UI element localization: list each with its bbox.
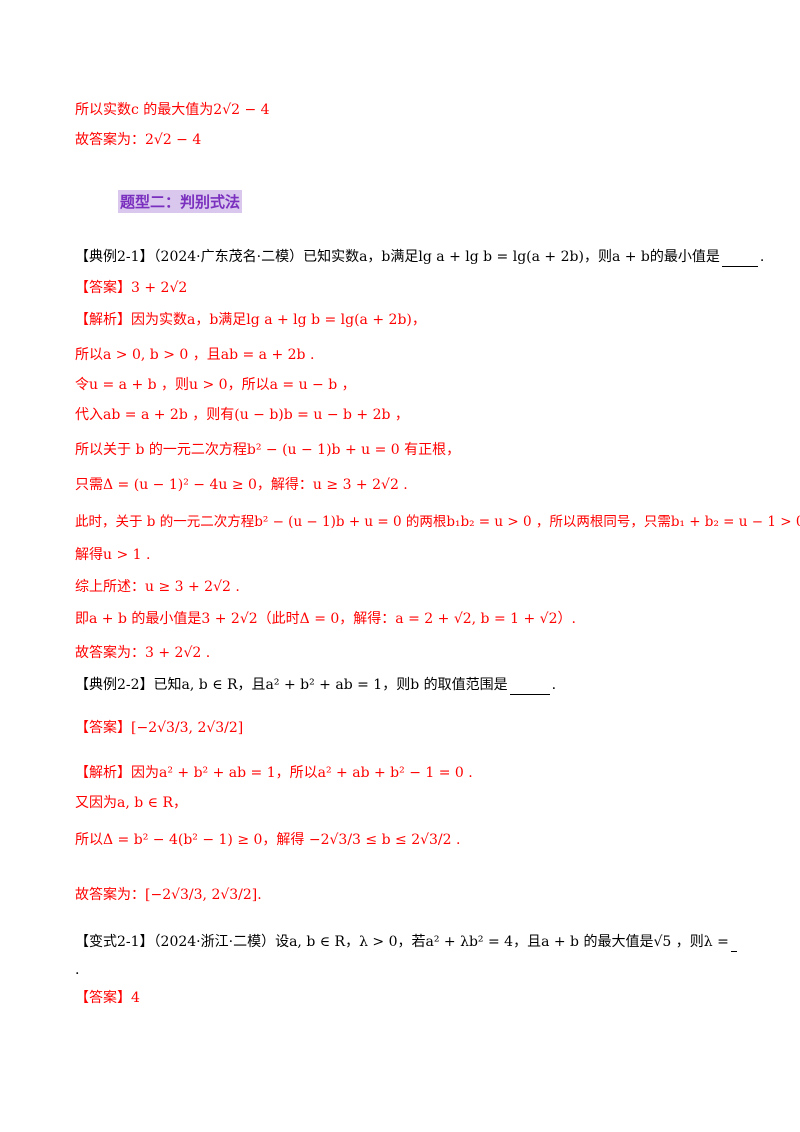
text-line-21: 故答案为：[−2√3/3, 2√3/2]. xyxy=(75,887,262,903)
text-line-10: 只需Δ = (u − 1)² − 4u ≥ 0，解得：u ≥ 3 + 2√2 . xyxy=(75,477,408,493)
example-2-1-text: 【典例2-1】（2024·广东茂名·二模）已知实数a，b满足lg a + lg … xyxy=(75,249,720,265)
text-line-9: 所以关于 b 的一元二次方程b² − (u − 1)b + u = 0 有正根， xyxy=(75,442,461,458)
text-line-24: 【答案】4 xyxy=(75,990,140,1006)
text-line-11: 此时，关于 b 的一元二次方程b² − (u − 1)b + u = 0 的两根… xyxy=(75,514,800,530)
variant-2-1-text: 【变式2-1】（2024·浙江·二模）设a, b ∈ R，λ > 0，若a² +… xyxy=(75,934,729,950)
example-2-1-question: 【典例2-1】（2024·广东茂名·二模）已知实数a，b满足lg a + lg … xyxy=(75,249,765,267)
answer-blank xyxy=(721,266,758,267)
section-heading: 题型二：判别式法 xyxy=(118,190,243,213)
text-line-14: 即a + b 的最小值是3 + 2√2（此时Δ = 0，解得：a = 2 + √… xyxy=(75,611,576,627)
text-line-4: 【答案】3 + 2√2 xyxy=(75,280,188,296)
text-line-5: 【解析】因为实数a，b满足lg a + lg b = lg(a + 2b)， xyxy=(75,312,426,328)
text-line-20: 所以Δ = b² − 4(b² − 1) ≥ 0，解得 −2√3/3 ≤ b ≤… xyxy=(75,832,461,848)
text-line-17: 【答案】[−2√3/3, 2√3/2] xyxy=(75,720,244,736)
text-line-8: 代入ab = a + 2b ，则有(u − b)b = u − b + 2b ， xyxy=(75,407,409,423)
text-line-18: 【解析】因为a² + b² + ab = 1，所以a² + ab + b² − … xyxy=(75,765,473,781)
text-line-2: 故答案为：2√2 − 4 xyxy=(75,132,202,148)
text-line-6: 所以a > 0, b > 0 ，且ab = a + 2b . xyxy=(75,347,315,363)
answer-blank xyxy=(509,694,550,695)
example-2-2-question: 【典例2-2】已知a, b ∈ R，且a² + b² + ab = 1，则b 的… xyxy=(75,677,557,695)
answer-blank xyxy=(730,951,737,952)
text-line-23: . xyxy=(75,962,80,978)
text-line-15: 故答案为：3 + 2√2 . xyxy=(75,645,211,661)
text-line-19: 又因为a, b ∈ R， xyxy=(75,795,188,811)
variant-2-1-question: 【变式2-1】（2024·浙江·二模）设a, b ∈ R，λ > 0，若a² +… xyxy=(75,932,739,952)
text-line-13: 综上所述：u ≥ 3 + 2√2 . xyxy=(75,579,240,595)
text-line-12: 解得u > 1 . xyxy=(75,547,151,563)
text-line-7: 令u = a + b ，则u > 0，所以a = u − b ， xyxy=(75,377,356,393)
example-2-2-text: 【典例2-2】已知a, b ∈ R，且a² + b² + ab = 1，则b 的… xyxy=(75,677,508,693)
text-line-1: 所以实数c 的最大值为2√2 − 4 xyxy=(75,102,270,118)
